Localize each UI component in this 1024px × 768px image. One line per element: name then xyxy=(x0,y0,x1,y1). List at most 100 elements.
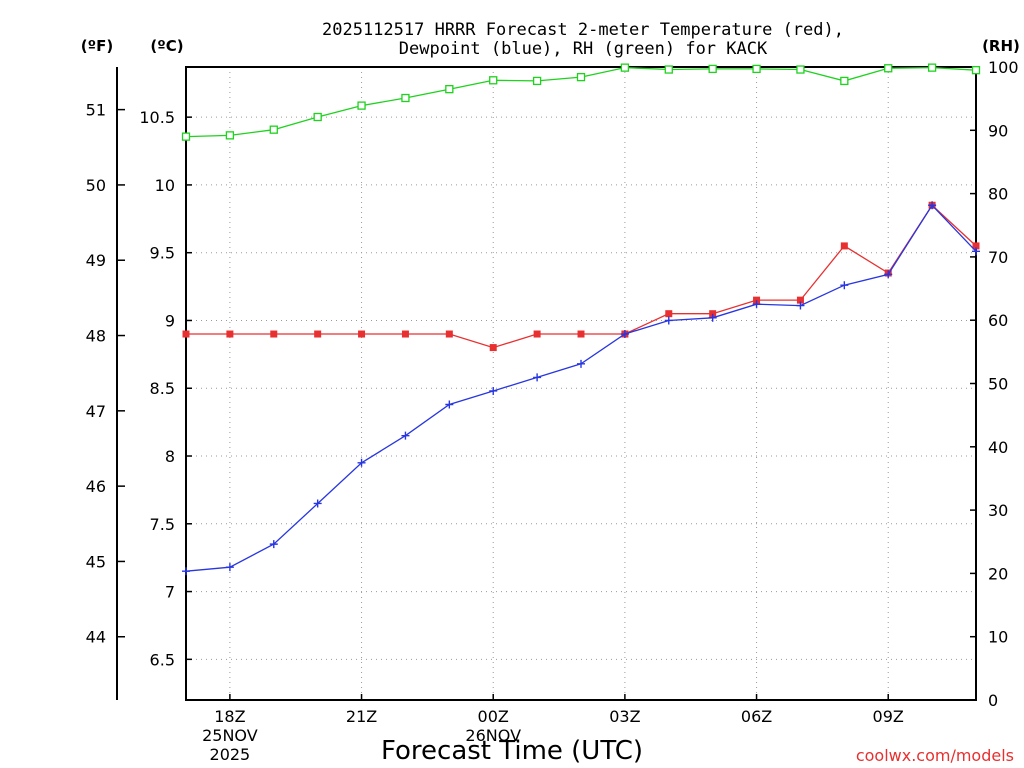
rh-point xyxy=(445,85,454,94)
c-tick-label: 8 xyxy=(165,447,175,466)
x-tick-label: 2025 xyxy=(210,745,251,764)
dewpoint-point xyxy=(796,301,805,310)
rh-tick-label: 20 xyxy=(988,564,1008,583)
dewpoint-point xyxy=(752,300,761,309)
temperature-point xyxy=(665,310,673,318)
rh-point xyxy=(752,64,761,74)
dewpoint-point xyxy=(840,281,849,290)
f-tick-label: 48 xyxy=(86,327,106,346)
dewpoint-point xyxy=(445,400,454,409)
temperature-point xyxy=(445,330,453,338)
rh-tick-label: 60 xyxy=(988,311,1008,330)
x-tick-label: 18Z xyxy=(214,707,245,726)
rh-unit-label: (RH) xyxy=(982,37,1020,55)
rh-tick-label: 30 xyxy=(988,501,1008,520)
rh-point xyxy=(971,66,981,75)
rh-tick-label: 80 xyxy=(988,185,1008,204)
rh-point xyxy=(927,63,937,72)
f-tick-label: 46 xyxy=(86,477,106,496)
rh-point xyxy=(576,72,586,82)
temperature-point xyxy=(314,330,322,338)
c-tick-label: 7.5 xyxy=(150,515,175,534)
dewpoint-point xyxy=(182,567,190,576)
dewpoint-point xyxy=(708,313,717,322)
series-layer xyxy=(181,63,981,576)
celsius-axis-ticks: 6.5 7 7.5 8 8.5 9 9.5 10 10.5 xyxy=(139,108,192,669)
grid-lines xyxy=(186,67,976,700)
x-tick-label: 09Z xyxy=(873,707,904,726)
temperature-line xyxy=(186,204,977,349)
temperature-point xyxy=(226,330,234,338)
plot-frame xyxy=(185,66,977,701)
x-axis-label: Forecast Time (UTC) xyxy=(381,736,643,766)
c-tick-label: 10.5 xyxy=(139,108,175,127)
rh-tick-label: 40 xyxy=(988,438,1008,457)
f-tick-label: 49 xyxy=(86,251,106,270)
c-tick-label: 9 xyxy=(165,311,175,330)
c-tick-label: 8.5 xyxy=(150,379,175,398)
rh-point xyxy=(357,101,366,110)
temperature-point xyxy=(577,330,585,338)
f-tick-label: 50 xyxy=(86,176,106,195)
x-tick-label: 21Z xyxy=(346,707,377,726)
dewpoint-point xyxy=(577,359,585,368)
temperature-point xyxy=(270,330,278,338)
x-tick-label: 03Z xyxy=(609,707,640,726)
x-tick-label: 00Z xyxy=(478,707,509,726)
dewpoint-point xyxy=(225,563,234,572)
rh-point xyxy=(269,125,278,134)
f-tick-label: 51 xyxy=(86,101,106,120)
temperature-point xyxy=(709,310,717,318)
dewpoint-point xyxy=(313,499,322,508)
x-tick-label: 06Z xyxy=(741,707,772,726)
rh-point xyxy=(489,76,498,85)
rh-tick-label: 0 xyxy=(988,691,998,710)
rh-point xyxy=(796,65,805,74)
rh-point xyxy=(532,76,542,86)
temperature-point xyxy=(753,296,761,304)
rh-point xyxy=(225,131,235,140)
dewpoint-point xyxy=(664,316,673,325)
rh-point xyxy=(840,76,849,86)
temperature-point xyxy=(533,330,541,338)
dewpoint-point xyxy=(357,458,366,467)
rh-tick-label: 90 xyxy=(988,121,1008,140)
temperature-point xyxy=(796,296,804,304)
site-credit: coolwx.com/models xyxy=(856,746,1014,765)
f-tick-label: 44 xyxy=(86,628,106,647)
temperature-point xyxy=(840,242,848,250)
rh-tick-label: 100 xyxy=(988,58,1019,77)
chart-title-line-1: 2025112517 HRRR Forecast 2-meter Tempera… xyxy=(322,20,844,40)
rh-tick-label: 10 xyxy=(988,628,1008,647)
x-tick-label: 26NOV xyxy=(465,726,521,745)
c-tick-label: 9.5 xyxy=(150,244,175,263)
rh-point xyxy=(884,64,893,73)
temperature-point xyxy=(489,344,497,352)
rh-point xyxy=(401,93,410,103)
temperature-point xyxy=(401,330,409,338)
rh-point xyxy=(664,65,673,74)
rh-point xyxy=(620,63,630,72)
chart-title-line-2: Dewpoint (blue), RH (green) for KACK xyxy=(399,39,768,59)
rh-tick-label: 50 xyxy=(988,375,1008,394)
dewpoint-point xyxy=(269,540,278,549)
temperature-point xyxy=(972,242,980,250)
fahrenheit-unit-label: (ºF) xyxy=(81,37,113,55)
rh-point xyxy=(313,112,322,122)
c-tick-label: 10 xyxy=(155,176,175,195)
f-tick-label: 45 xyxy=(86,552,106,571)
rh-tick-label: 70 xyxy=(988,248,1008,267)
rh-point xyxy=(708,64,717,74)
x-tick-label: 25NOV xyxy=(202,726,258,745)
celsius-unit-label: (ºC) xyxy=(150,37,183,55)
dewpoint-point xyxy=(884,270,893,279)
temperature-point xyxy=(182,330,190,338)
dewpoint-point xyxy=(972,247,980,256)
dewpoint-point xyxy=(928,201,937,210)
c-tick-label: 7 xyxy=(165,583,175,602)
temperature-point xyxy=(358,330,366,338)
dewpoint-point xyxy=(620,330,629,339)
f-tick-label: 47 xyxy=(86,402,106,421)
